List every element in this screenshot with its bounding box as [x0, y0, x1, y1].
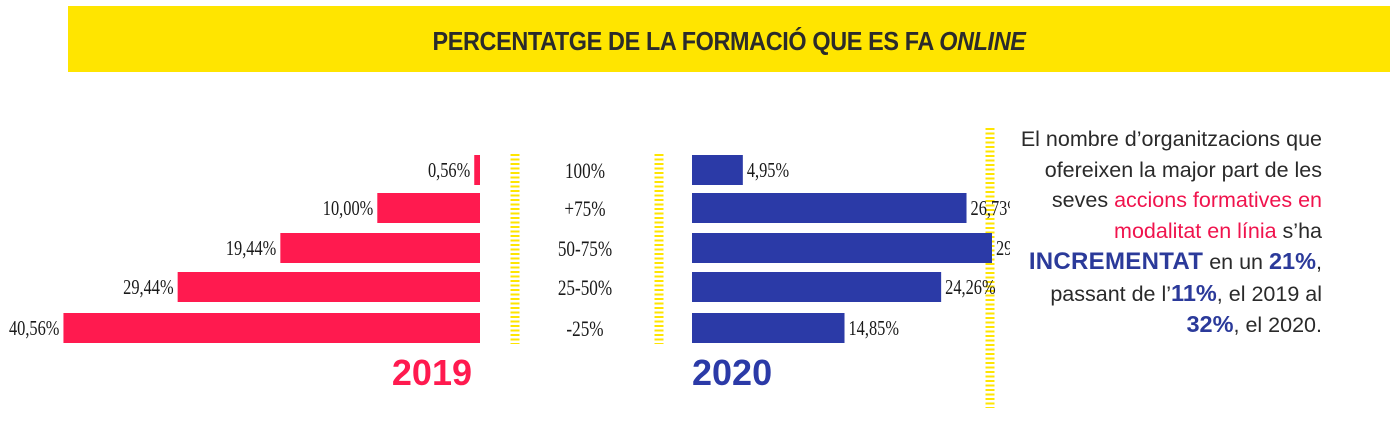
bar-2019 [280, 233, 480, 263]
data-label-2019: 19,44% [226, 237, 277, 260]
category-label: 25-50% [558, 276, 612, 301]
category-label: 100% [565, 159, 605, 184]
data-label-2020: 14,85% [849, 317, 900, 340]
bar-2019 [474, 155, 480, 185]
summary-text-5: , el 2019 al [1216, 281, 1322, 306]
category-label: +75% [564, 197, 605, 222]
summary-pct-2019: 11% [1171, 279, 1217, 306]
summary-text-3: en un [1203, 250, 1269, 274]
series-name-2019: 2019 [392, 352, 472, 393]
data-label-2019: 40,56% [9, 317, 60, 340]
title-emphasis: ONLINE [939, 26, 1026, 56]
series-name-2020: 2020 [692, 352, 772, 393]
bar-2020 [692, 155, 743, 185]
bar-2019 [377, 193, 480, 223]
summary-strong: INCREMENTAT [1028, 248, 1204, 275]
title-main: PERCENTATGE DE LA FORMACIÓ QUE ES FA [432, 26, 934, 56]
bar-2020 [692, 233, 992, 263]
data-label-2019: 29,44% [123, 276, 174, 299]
summary-pct-increase: 21% [1268, 248, 1317, 274]
summary-text: El nombre d’organitzacions que ofereixen… [1010, 124, 1322, 341]
data-label-2020: 4,95% [747, 159, 790, 182]
summary-text-2: s’ha [1276, 218, 1322, 243]
bar-2019 [177, 272, 481, 302]
summary-text-6: , el 2020. [1233, 313, 1322, 337]
data-label-2020: 24,26% [945, 276, 996, 299]
bar-2019 [63, 313, 481, 343]
data-label-2019: 10,00% [323, 197, 374, 220]
category-label: -25% [566, 317, 603, 342]
title-banner: PERCENTATGE DE LA FORMACIÓ QUE ES FA ONL… [68, 6, 1390, 72]
back-to-back-bar-chart: 0,56% 100% 4,95% 10,00% +75% 26,73% 19,44% 50-7… [9, 128, 1010, 408]
summary-text-4: , passant de l’ [1050, 250, 1322, 306]
summary-pct-2020: 32% [1186, 311, 1234, 337]
summary-highlight: accions formatives en modalitat en línia [1114, 188, 1322, 243]
bar-2020 [692, 272, 942, 302]
data-label-2020: 29,21% [996, 237, 1010, 260]
bar-2020 [692, 193, 967, 223]
bar-2020 [692, 313, 845, 343]
data-label-2019: 0,56% [428, 159, 471, 182]
chart-title: PERCENTATGE DE LA FORMACIÓ QUE ES FA ONL… [134, 26, 1324, 57]
category-label: 50-75% [558, 237, 612, 262]
summary-intro: El nombre d’organitzacions que ofereixen… [1020, 127, 1322, 212]
data-label-2020: 26,73% [971, 197, 1010, 220]
